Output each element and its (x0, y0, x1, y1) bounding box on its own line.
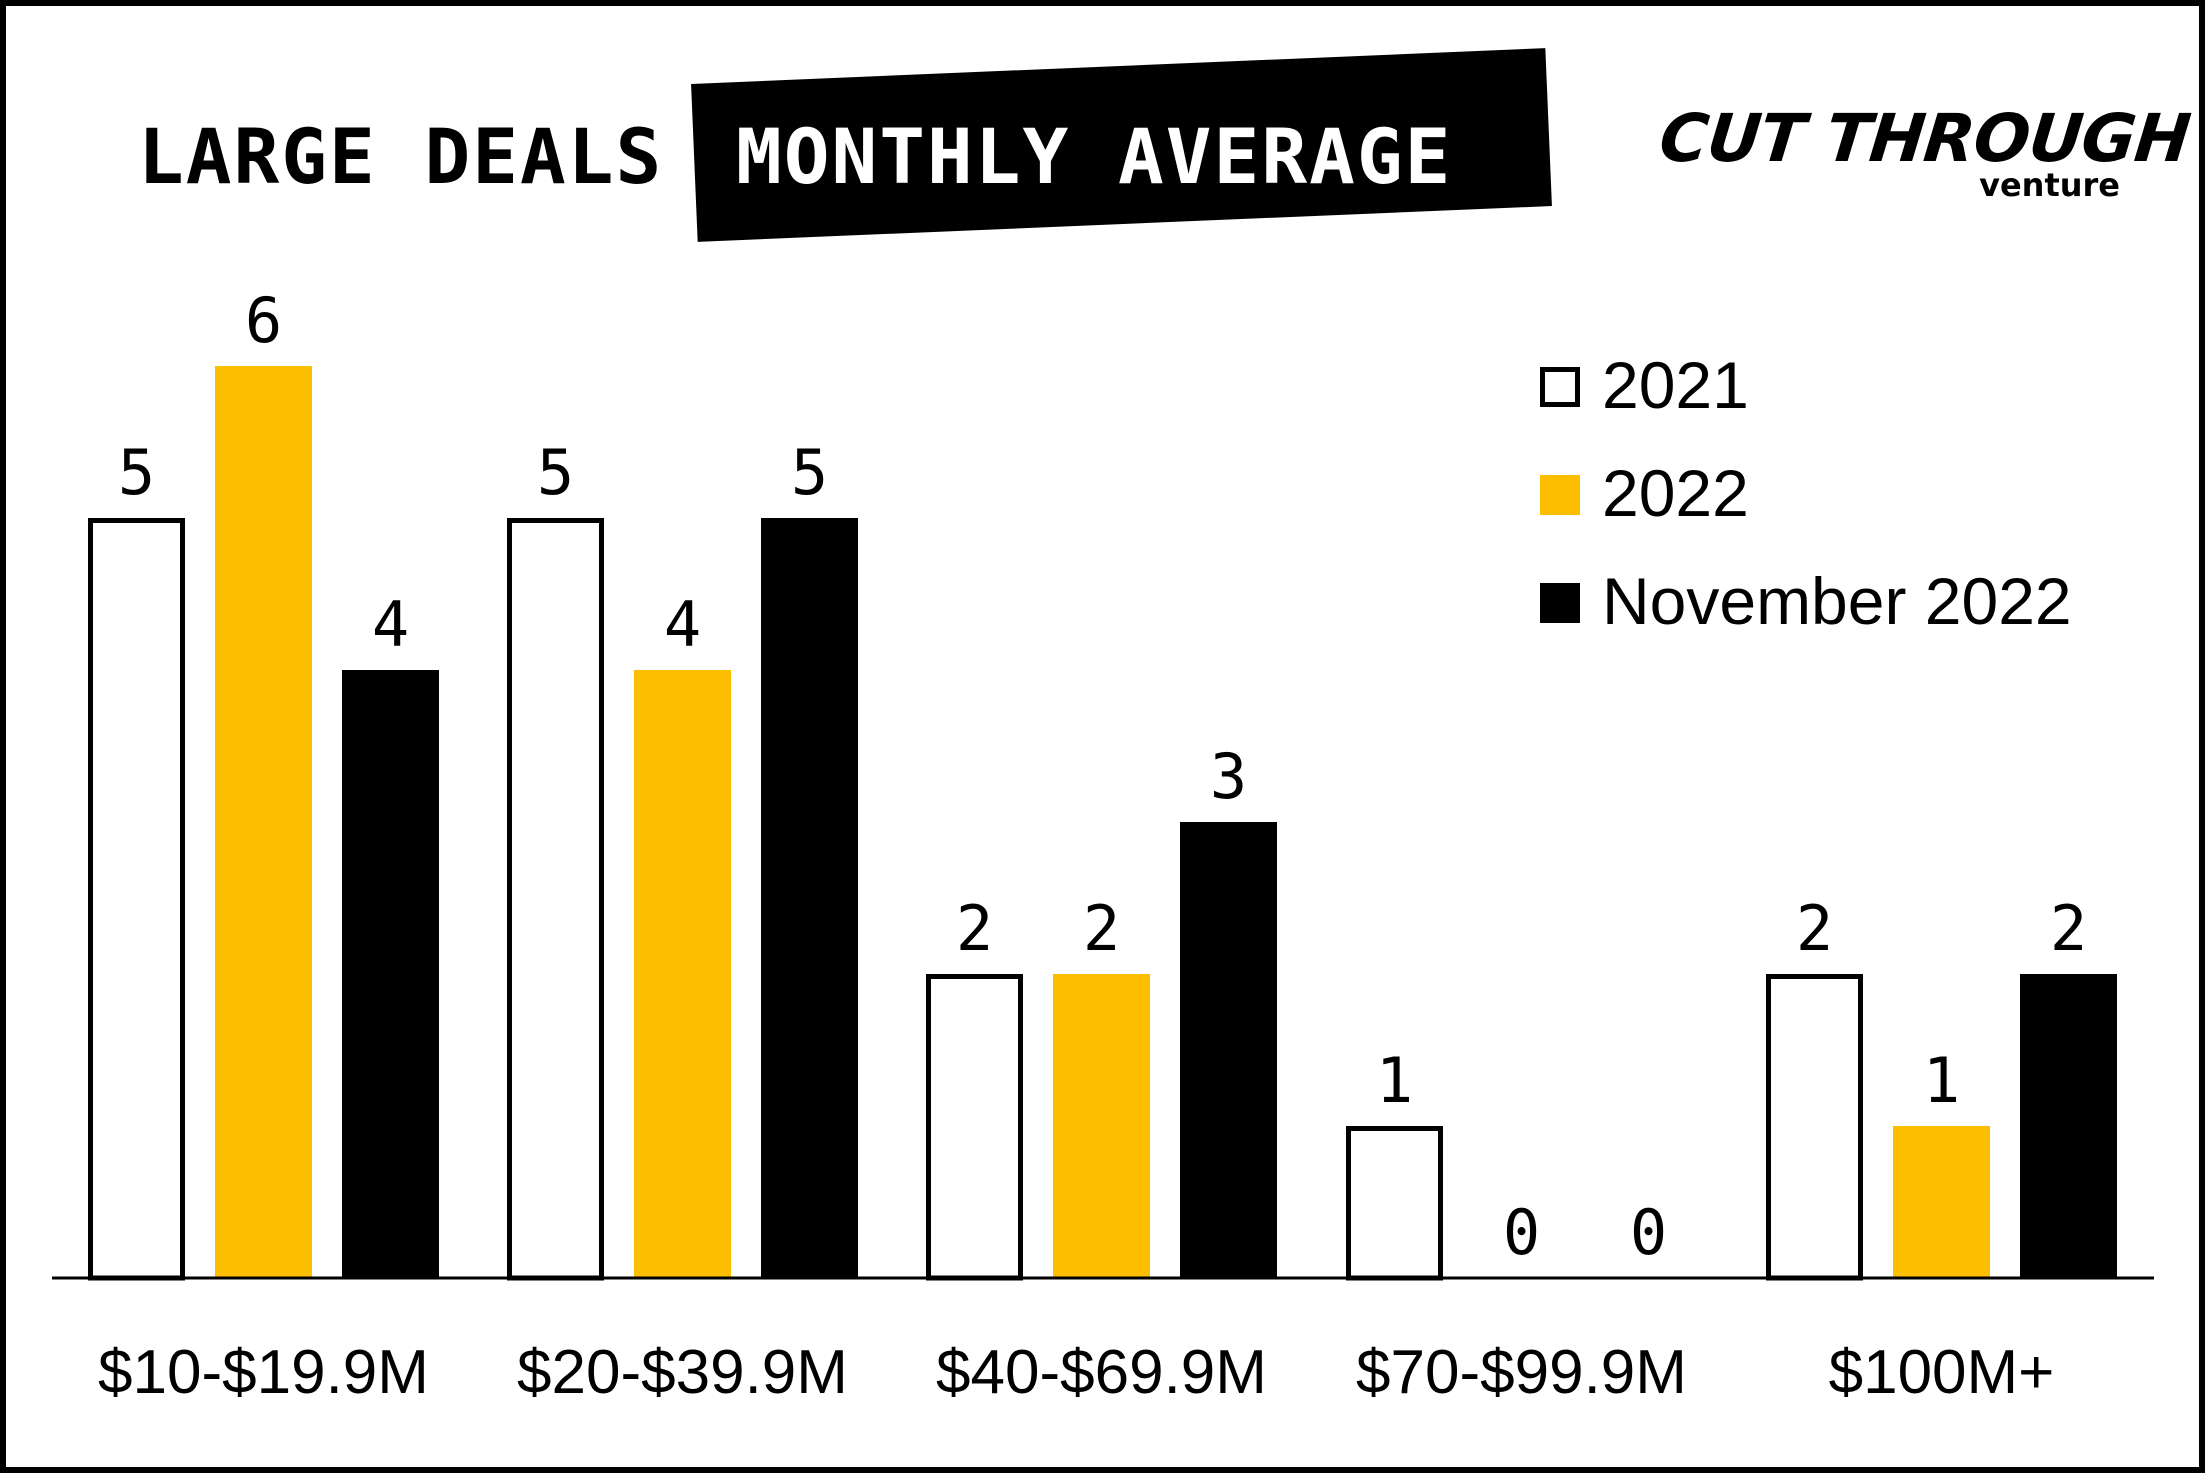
data-label-2021-20-39-9m: 5 (537, 436, 574, 509)
legend-label-november-2022: November 2022 (1602, 564, 2072, 638)
data-label-2021-70-99-9m: 1 (1376, 1044, 1413, 1117)
bar-november-2022-40-69-9m (1180, 822, 1277, 1278)
legend-label-2021: 2021 (1602, 348, 1749, 422)
bar-november-2022-100m (2020, 974, 2117, 1278)
legend-swatch-2022 (1540, 475, 1580, 515)
data-label-2022-20-39-9m: 4 (664, 588, 701, 661)
data-label-november-2022-10-19-9m: 4 (372, 588, 409, 661)
category-label-70-99-9m: $70-$99.9M (1356, 1338, 1687, 1407)
bar-2022-100m (1893, 1126, 1990, 1278)
bar-2022-10-19-9m (215, 366, 312, 1278)
legend-swatch-november-2022 (1540, 583, 1580, 623)
bar-november-2022-10-19-9m (342, 670, 439, 1278)
category-label-40-69-9m: $40-$69.9M (936, 1338, 1267, 1407)
category-label-100m: $100M+ (1829, 1338, 2055, 1407)
data-label-2022-40-69-9m: 2 (1083, 892, 1120, 965)
bar-2022-20-39-9m (634, 670, 731, 1278)
bar-2021-10-19-9m (88, 518, 185, 1281)
data-label-november-2022-20-39-9m: 5 (791, 436, 828, 509)
category-label-10-19-9m: $10-$19.9M (98, 1338, 429, 1407)
bar-2022-40-69-9m (1053, 974, 1150, 1278)
legend-swatch-2021 (1540, 367, 1580, 407)
data-label-november-2022-100m: 2 (2050, 892, 2087, 965)
chart-title-left: LARGE DEALS (138, 112, 664, 201)
data-label-2021-100m: 2 (1796, 892, 1833, 965)
data-label-2022-100m: 1 (1923, 1044, 1960, 1117)
data-label-2022-70-99-9m: 0 (1503, 1196, 1540, 1269)
data-label-2022-10-19-9m: 6 (245, 284, 282, 357)
bar-2021-100m (1766, 974, 1863, 1281)
category-label-20-39-9m: $20-$39.9M (517, 1338, 848, 1407)
brand-logo: CUT THROUGH venture (1656, 100, 2193, 210)
legend-label-2022: 2022 (1602, 456, 1749, 530)
chart-title-right: MONTHLY AVERAGE (736, 112, 1453, 201)
bar-november-2022-20-39-9m (761, 518, 858, 1278)
data-label-2021-10-19-9m: 5 (118, 436, 155, 509)
bar-2021-20-39-9m (507, 518, 604, 1281)
brand-logo-sub: venture (1979, 166, 2120, 204)
bar-2021-70-99-9m (1346, 1126, 1443, 1281)
bar-2021-40-69-9m (926, 974, 1023, 1281)
data-label-2021-40-69-9m: 2 (956, 892, 993, 965)
data-label-november-2022-40-69-9m: 3 (1210, 740, 1247, 813)
data-label-november-2022-70-99-9m: 0 (1630, 1196, 1667, 1269)
